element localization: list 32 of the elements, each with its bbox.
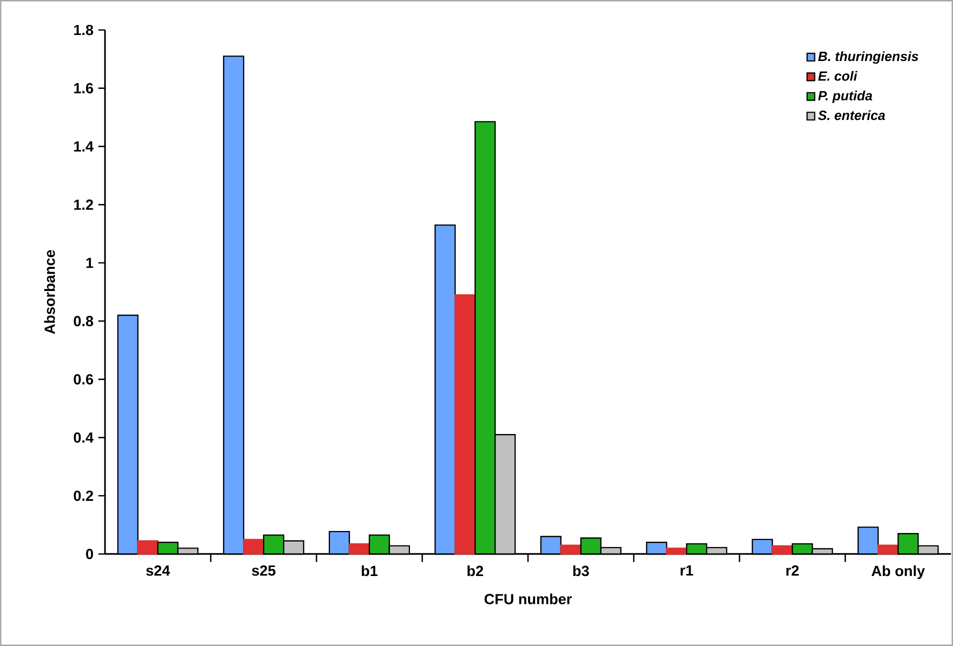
x-tick-label: s25 xyxy=(252,565,276,576)
x-tick-label: b1 xyxy=(362,565,378,576)
y-tick-label: 1.4 xyxy=(74,141,94,152)
y-tick-label: 1.2 xyxy=(74,200,94,210)
y-tick-label: 1.8 xyxy=(74,24,94,36)
x-tick-label: b3 xyxy=(573,565,589,576)
bar xyxy=(772,545,793,555)
y-tick-label: 1.6 xyxy=(74,83,94,94)
bar xyxy=(454,294,476,555)
x-tick-label: r1 xyxy=(680,565,694,576)
legend-label: E. coli xyxy=(818,70,858,81)
y-axis-title: Absorbance xyxy=(44,250,55,334)
x-tick-label: Ab only xyxy=(872,565,925,580)
y-tick-label: 0.2 xyxy=(74,490,94,501)
y-tick-label: 0.8 xyxy=(74,316,94,326)
bar xyxy=(666,548,688,555)
y-tick-label: 0 xyxy=(86,548,94,560)
x-axis-title: CFU number xyxy=(484,594,572,604)
x-tick-label: r2 xyxy=(786,565,799,576)
bar xyxy=(137,540,158,555)
bar xyxy=(560,544,582,555)
x-tick-label: s24 xyxy=(146,565,170,576)
legend-label: B. thuringiensis xyxy=(818,51,918,64)
legend-label: S. enterica xyxy=(818,110,885,120)
bar xyxy=(243,538,264,555)
y-tick-label: 0.6 xyxy=(74,374,94,385)
x-tick-label: b2 xyxy=(468,565,484,576)
y-tick-label: 1 xyxy=(86,258,94,268)
bar xyxy=(878,544,899,555)
y-tick-label: 0.4 xyxy=(74,432,94,443)
legend-label: P. putida xyxy=(818,90,872,104)
bar xyxy=(348,543,370,555)
